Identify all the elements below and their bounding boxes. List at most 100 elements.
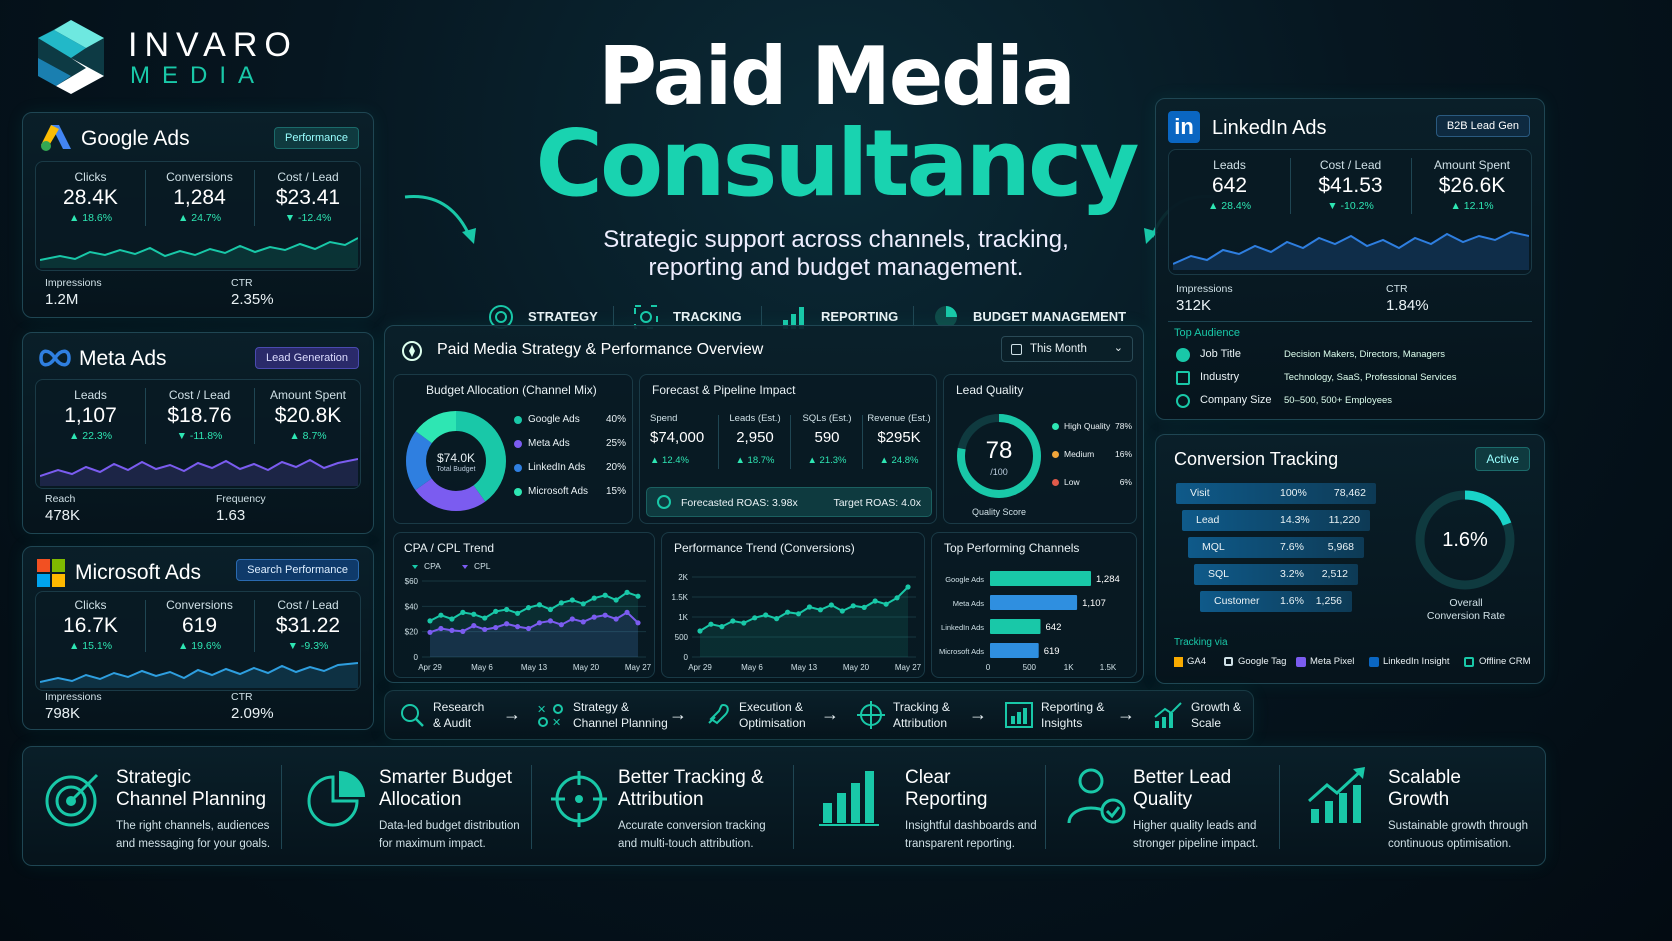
meta-ads-card: Meta Ads Lead Generation Leads 1,107 ▲ 22.…: [22, 332, 374, 534]
legend-value: 25%: [605, 438, 626, 449]
forecast-metric: Spend $74,000 ▲ 12.4%: [646, 409, 718, 479]
meta-ads-metrics: Leads 1,107 ▲ 22.3% Cost / Lead $18.76 ▼ -11…: [35, 379, 361, 489]
forecast-panel: Forecast & Pipeline Impact Spend $74,000 ▲…: [639, 374, 937, 524]
funnel-row: Customer 1.6% 1,256: [1200, 591, 1352, 612]
data-point: [504, 606, 510, 613]
footer-value: 798K: [45, 705, 81, 722]
metric-label: Leads: [74, 388, 107, 402]
top-channels-title: Top Performing Channels: [944, 541, 1080, 555]
funnel-stage: Lead: [1196, 514, 1220, 526]
process-strip: Research & Audit → ✕ ✕ Strategy & Channel…: [384, 690, 1254, 740]
benefit-item: Strategic Channel Planning The right cha…: [23, 747, 283, 865]
google-ads-card: Google Ads Performance Clicks 28.4K ▲ 18.6…: [22, 112, 374, 318]
target-roas: Target ROAS: 4.0x: [833, 497, 921, 509]
footer-label: CTR: [231, 691, 253, 703]
x-tick-label: May 6: [471, 663, 493, 672]
data-point: [795, 611, 802, 617]
donut-slice: [406, 411, 506, 511]
x-tick-label: 0: [986, 663, 991, 672]
data-point: [624, 609, 630, 615]
period-select[interactable]: This Month ⌄: [1001, 336, 1133, 362]
google-tag-icon: [1224, 657, 1233, 666]
tool-label: GA4: [1187, 656, 1207, 667]
benefit-title: Smarter Budget Allocation: [379, 767, 513, 810]
benefit-desc: Accurate conversion tracking and multi-t…: [618, 820, 766, 850]
benefit-desc: Data-led budget distribution for maximum…: [379, 820, 520, 850]
process-step-label: Tracking & Attribution: [893, 700, 950, 730]
legend-item: Google Ads 40%: [514, 413, 630, 429]
forecast-metric: Leads (Est.) 2,950 ▲ 18.7%: [718, 409, 790, 479]
svg-text:✕: ✕: [537, 704, 546, 716]
metric-change: ▼ -11.8%: [176, 430, 223, 442]
y-tick-label: $60: [405, 577, 419, 586]
data-point: [602, 592, 608, 598]
audience-label: Job Title: [1200, 348, 1241, 360]
compass-icon: [402, 341, 422, 361]
pillar-budget: BUDGET MANAGEMENT: [973, 309, 1127, 324]
search-icon: [401, 704, 424, 727]
data-point: [591, 614, 597, 620]
bar-chart-icon: [783, 307, 804, 329]
footer-label: CTR: [1386, 283, 1408, 295]
data-point: [635, 593, 641, 599]
metric-value: $23.41: [275, 186, 341, 209]
conversion-badge: Active: [1475, 447, 1530, 471]
legend-marker: [462, 565, 468, 569]
benefit-title: Scalable Growth: [1388, 767, 1461, 810]
y-tick-label: 1.5K: [672, 593, 689, 602]
bar-category-label: Microsoft Ads: [939, 647, 984, 656]
bar: [990, 643, 1039, 658]
benefit-item: Scalable Growth Sustainable growth throu…: [1283, 747, 1547, 865]
microsoft-ads-badge: Search Performance: [236, 559, 359, 581]
x-tick-label: Apr 29: [688, 663, 712, 672]
linkedin-icon: in: [1168, 111, 1200, 143]
series-area: [430, 612, 638, 657]
building-icon: [1176, 371, 1190, 385]
funnel-pct: 14.3%: [1280, 514, 1310, 526]
footer-value: 2.09%: [231, 705, 274, 722]
quality-label: Medium: [1064, 449, 1095, 459]
funnel-count: 5,968: [1327, 541, 1354, 553]
metric-change: ▲ 28.4%: [1207, 200, 1252, 212]
audience-label: Industry: [1200, 371, 1240, 383]
linkedin-ads-title: LinkedIn Ads: [1212, 117, 1327, 139]
metric-label: Conversions: [166, 598, 233, 612]
data-point: [697, 628, 703, 634]
forecasted-roas: Forecasted ROAS: 3.98x: [681, 497, 798, 509]
benefit-item: Better Lead Quality Higher quality leads…: [1049, 747, 1279, 865]
metric-value: $31.22: [275, 614, 341, 637]
metric-change: ▲ 15.1%: [68, 640, 113, 652]
metric-label: Amount Spent: [269, 388, 347, 402]
forecast-label: Spend: [650, 413, 678, 424]
roas-icon: [657, 495, 671, 509]
legend-item: Meta Ads 25%: [514, 437, 630, 453]
metric-label: Clicks: [74, 170, 107, 184]
metric-value: 619: [181, 614, 218, 637]
tool-label: Google Tag: [1238, 656, 1287, 667]
footer-label: Impressions: [1176, 283, 1233, 295]
report-chart-icon: [1005, 702, 1033, 728]
linkedin-ads-metrics: Leads 642 ▲ 28.4% Cost / Lead $41.53 ▼ -10.2…: [1168, 149, 1532, 275]
data-point: [817, 607, 824, 613]
arrow-right-icon: →: [821, 704, 839, 724]
brand-name-bottom: MEDIA: [130, 62, 267, 89]
microsoft-ads-title: Microsoft Ads: [75, 561, 202, 584]
linkedin-ads-badge: B2B Lead Gen: [1435, 115, 1530, 137]
arrow-right-icon: →: [1117, 704, 1135, 724]
metric-change: ▲ 19.6%: [177, 640, 222, 652]
data-point: [427, 629, 433, 635]
footer-value: 1.84%: [1386, 297, 1429, 314]
hero-subtitle-line2: reporting and budget management.: [648, 254, 1024, 281]
footer-value: 2.35%: [231, 291, 274, 308]
benefit-desc: Higher quality leads and stronger pipeli…: [1133, 820, 1259, 850]
process-step-label: Growth & Scale: [1191, 700, 1242, 730]
legend-label: Microsoft Ads: [528, 486, 589, 497]
forecast-label: SQLs (Est.): [802, 413, 852, 424]
data-point: [449, 616, 455, 622]
crosshair-icon: [551, 771, 607, 827]
y-tick-label: 0: [684, 653, 689, 662]
linkedin-insight-icon: [1369, 657, 1379, 667]
lead-quality-title: Lead Quality: [956, 383, 1024, 397]
forecast-separator: [790, 415, 791, 469]
